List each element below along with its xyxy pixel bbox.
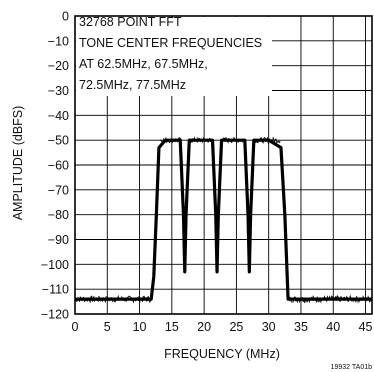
passband-3 (221, 136, 246, 145)
y-tick-label: −60 (48, 159, 69, 173)
notch-point (183, 270, 186, 273)
annotation-line-3: AT 62.5MHz, 67.5MHz, (79, 57, 208, 71)
x-tick-label: 25 (229, 320, 243, 334)
y-tick-label: −50 (48, 134, 69, 148)
x-axis-title: FREQUENCY (MHz) (164, 347, 280, 361)
noise-floor-left (75, 294, 152, 304)
spectrum-trace (75, 136, 373, 304)
x-tick-label: 0 (72, 320, 79, 334)
x-tick-label: 10 (133, 320, 147, 334)
y-tick-label: −70 (48, 183, 69, 197)
x-tick-label: 30 (262, 320, 276, 334)
y-axis-title: AMPLITUDE (dBFS) (11, 106, 25, 221)
y-tick-label: −10 (48, 34, 69, 48)
annotation-line-4: 72.5MHz, 77.5MHz (79, 78, 186, 92)
annotation-line-1: 32768 POINT FFT (79, 15, 182, 29)
passband-2 (188, 136, 214, 144)
annotation-background (76, 17, 272, 96)
y-tick-label: −110 (42, 283, 69, 297)
figure-code: 19932 TA01b (331, 364, 372, 371)
plot-frame (74, 15, 373, 315)
y-tick-label: −30 (48, 84, 69, 98)
annotation-line-2: TONE CENTER FREQUENCIES (79, 36, 262, 50)
passband-4 (253, 136, 281, 145)
notch-point (248, 270, 251, 273)
y-tick-label: −90 (48, 233, 69, 247)
y-tick-label: −100 (41, 258, 69, 272)
y-tick-label: −80 (48, 208, 69, 222)
passband-1 (159, 136, 182, 144)
x-tick-label: 45 (359, 320, 373, 334)
x-tick-label: 5 (104, 320, 111, 334)
x-tick-label: 15 (165, 320, 179, 334)
y-tick-labels: 0 −10 −20 −30 −40 −50 −60 −70 −80 −90 −100 −110 −120 (41, 10, 69, 322)
y-tick-label: −120 (41, 308, 69, 322)
x-tick-labels: 0 5 10 15 20 25 30 35 40 45 (72, 320, 373, 334)
y-tick-label: 0 (62, 10, 69, 24)
y-tick-label: −20 (48, 59, 69, 73)
notch-point (215, 270, 219, 273)
noise-floor-right (287, 294, 373, 304)
spectrum-line (75, 138, 372, 301)
x-tick-label: 20 (197, 320, 211, 334)
y-tick-label: −40 (48, 109, 69, 123)
x-tick-label: 35 (294, 320, 308, 334)
x-tick-label: 40 (326, 320, 340, 334)
